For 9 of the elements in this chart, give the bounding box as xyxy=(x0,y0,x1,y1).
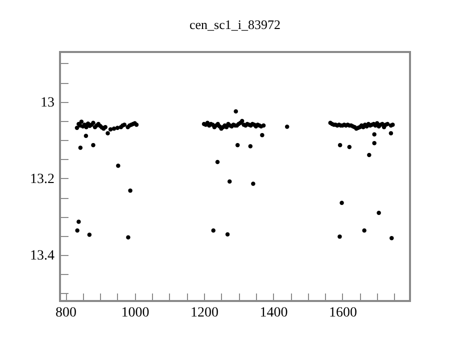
y-tick-label: 13 xyxy=(40,95,54,110)
x-tick-label: 1000 xyxy=(121,306,150,320)
chart-title: cen_sc1_i_83972 xyxy=(190,17,280,32)
y-tick-label: 13.4 xyxy=(30,248,54,264)
x-tick-label: 1600 xyxy=(328,306,357,320)
x-tick-label: 800 xyxy=(56,306,77,320)
x-tick-label: 1200 xyxy=(190,306,219,320)
y-tick-label: 13.2 xyxy=(30,172,54,187)
x-tick-label: 1400 xyxy=(260,306,288,320)
